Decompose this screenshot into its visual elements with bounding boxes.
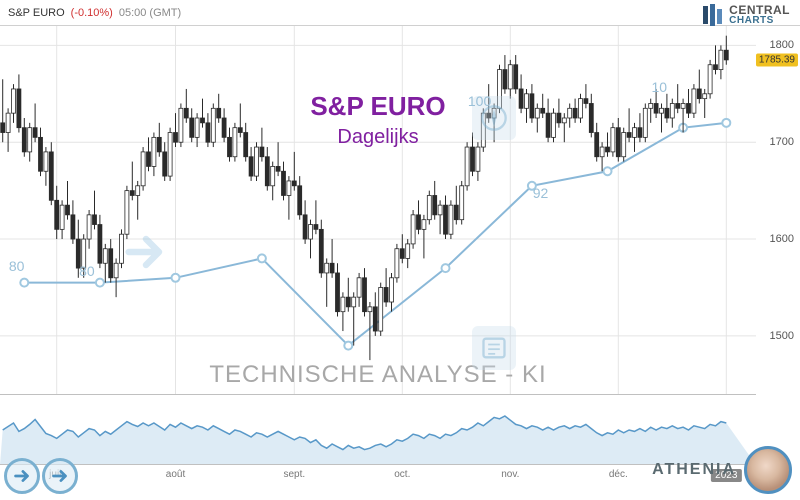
y-tick-label: 1500 (770, 330, 794, 342)
x-tick-label: sept. (283, 469, 305, 480)
indicator-chart[interactable] (0, 394, 756, 464)
nav-arrow-1[interactable] (4, 458, 40, 494)
brand-logo: CENTRAL CHARTS (703, 4, 790, 26)
x-tick-label: déc. (609, 469, 628, 480)
athenia-avatar-icon[interactable] (744, 446, 792, 494)
news-icon (472, 326, 516, 370)
logo-line2: CHARTS (729, 16, 790, 26)
nav-arrows (4, 458, 78, 494)
price-change: (-0.10%) (71, 7, 113, 19)
x-tick-label: oct. (394, 469, 410, 480)
timestamp: 05:00 (GMT) (119, 7, 181, 19)
chart-badge: 10 (652, 79, 668, 95)
chart-header: S&P EURO (-0.10%) 05:00 (GMT) (0, 0, 800, 26)
chart-badge: 92 (533, 185, 549, 201)
x-tick-label: août (166, 469, 185, 480)
chart-badge: 80 (79, 263, 95, 279)
price-chart[interactable]: S&P EURO Dagelijks TECHNISCHE ANALYSE - … (0, 26, 756, 394)
last-price-tag: 1785.39 (756, 53, 798, 66)
y-tick-label: 1700 (770, 136, 794, 148)
y-tick-label: 1800 (770, 39, 794, 51)
athenia-label: ATHENIA (652, 461, 736, 479)
y-axis: 1500 1600 1700 1800 1785.39 (756, 26, 800, 394)
x-tick-label: nov. (501, 469, 519, 480)
y-tick-label: 1600 (770, 233, 794, 245)
x-axis: juil.aoûtsept.oct.nov.déc.2023 (0, 464, 756, 500)
chart-badge: 100 (468, 93, 491, 109)
nav-arrow-2[interactable] (42, 458, 78, 494)
ticker-symbol: S&P EURO (8, 7, 65, 19)
logo-mark-icon (703, 4, 723, 26)
ghost-arrow-right-icon (120, 226, 172, 283)
chart-badge: 80 (9, 258, 25, 274)
athenia-block: ATHENIA (652, 446, 792, 494)
